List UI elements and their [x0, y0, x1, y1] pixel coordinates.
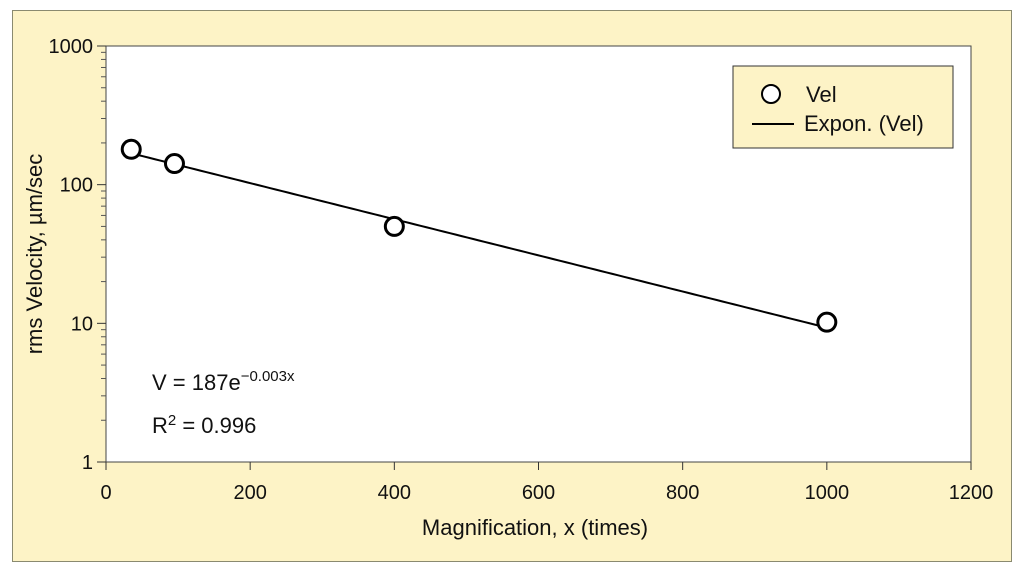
equation-annotation: V = 187e−0.003x	[152, 368, 295, 395]
legend-label-vel: Vel	[806, 82, 837, 107]
equation-exponent: −0.003x	[241, 368, 295, 385]
data-point	[120, 138, 142, 160]
fit-line	[130, 152, 828, 329]
y-tick-label: 100	[60, 175, 93, 197]
y-tick-label: 1	[82, 452, 93, 474]
data-point	[383, 215, 405, 237]
legend-label-fit: Expon. (Vel)	[804, 111, 924, 136]
x-tick-label: 800	[666, 482, 699, 504]
r2-sup: 2	[168, 412, 176, 429]
x-tick-label: 1200	[949, 482, 994, 504]
legend-box	[732, 65, 954, 149]
x-tick-label: 1000	[805, 482, 850, 504]
y-tick-label: 1000	[49, 36, 94, 58]
y-tick-label: 10	[71, 313, 93, 335]
data-point	[163, 153, 185, 175]
legend-marker-vel	[761, 84, 781, 104]
r2-prefix: R	[152, 413, 168, 438]
axis-ticks: 0 200 400 600 800 1000 1200 1 10 100 1000	[49, 36, 994, 504]
x-tick-label: 0	[100, 482, 111, 504]
x-tick-label: 200	[233, 482, 266, 504]
x-axis-title: Magnification, x (times)	[422, 515, 648, 540]
equation-base: V = 187e	[152, 370, 241, 395]
r2-value: = 0.996	[176, 413, 256, 438]
data-points	[120, 138, 838, 333]
y-axis-title: rms Velocity, µm/sec	[22, 154, 47, 355]
r2-annotation: R2 = 0.996	[152, 412, 256, 438]
y-minor-ticks	[101, 51, 106, 421]
x-tick-label: 400	[378, 482, 411, 504]
x-tick-label: 600	[522, 482, 555, 504]
data-point	[816, 311, 838, 333]
legend: Vel Expon. (Vel)	[732, 65, 954, 149]
